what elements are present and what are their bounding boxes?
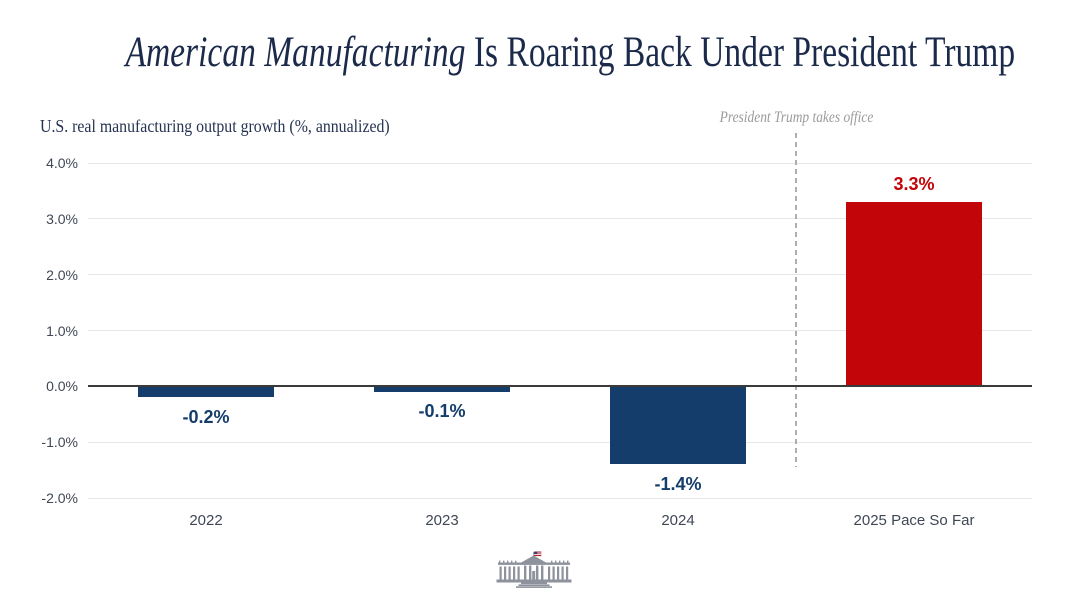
annotation-trump-takes-office: President Trump takes office [719,109,873,126]
gridline [88,330,1032,331]
chart-title-regular-part: Is Roaring Back Under President Trump [465,29,1016,76]
y-tick-label: 4.0% [46,155,78,171]
chart-title-text: American Manufacturing Is Roaring Back U… [125,26,1015,80]
bar-value-label: -1.4% [654,473,702,494]
x-category-label: 2024 [661,512,695,529]
bar-value-label: -0.2% [182,406,230,427]
axis-units-label: U.S. real manufacturing output growth (%… [40,116,390,136]
y-tick-label: 1.0% [46,322,78,339]
y-tick-label: 2.0% [46,266,78,283]
gridline [88,497,1032,499]
y-tick-label: -2.0% [41,490,78,506]
y-tick-label: 0.0% [46,378,78,395]
x-category-label: 2022 [189,512,223,529]
bar-2023 [374,386,510,392]
x-category-label: 2025 Pace So Far [853,512,975,529]
x-axis-zero-line [88,385,1032,388]
bar-2022 [138,386,274,398]
chart-title-italic-part: American Manufacturing [125,29,466,76]
chart-title: American Manufacturing Is Roaring Back U… [0,26,1067,80]
white-house-icon [496,551,572,588]
bar-value-label: 3.3% [893,174,935,195]
y-tick-label: -1.0% [41,434,78,451]
x-category-label: 2023 [425,512,459,529]
bar-2025-pace-so-far [846,202,982,387]
trump-takes-office-dashed-line [795,133,797,467]
bar-2024 [610,386,746,465]
gridline [88,218,1032,220]
gridline [88,162,1032,164]
y-tick-label: 3.0% [46,210,78,227]
gridline [88,274,1032,276]
bar-value-label: -0.1% [418,400,466,421]
gridline [88,441,1032,443]
